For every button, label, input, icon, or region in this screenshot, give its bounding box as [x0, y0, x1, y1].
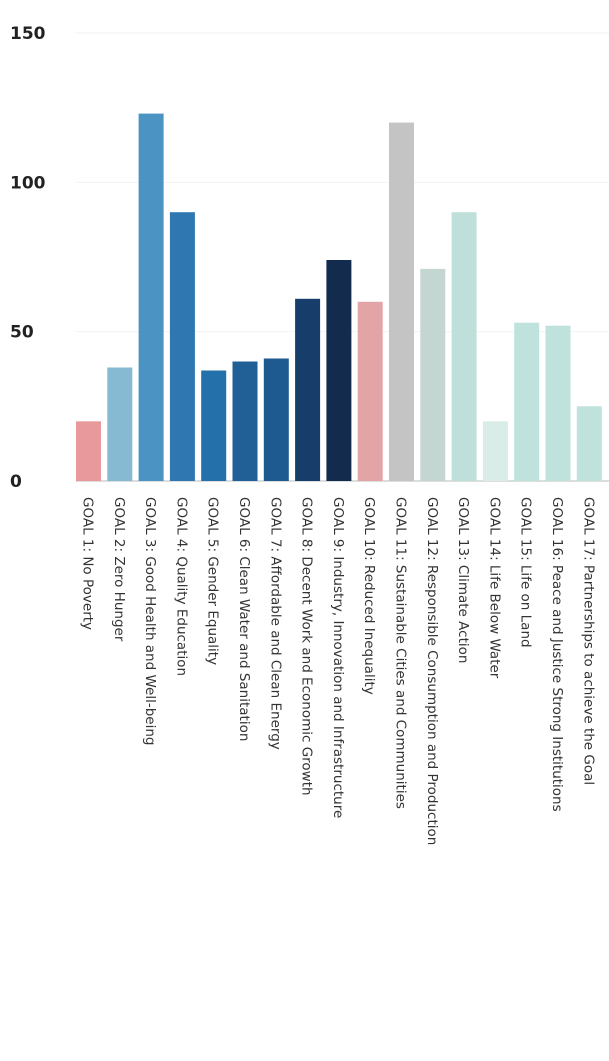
x-tick-label: GOAL 9: Industry, Innovation and Infrast…	[330, 497, 346, 818]
bar-goal-4[interactable]	[169, 212, 195, 481]
x-tick-label: GOAL 12: Responsible Consumption and Pro…	[424, 497, 440, 845]
y-tick-label: 100	[10, 173, 46, 193]
x-tick-label: GOAL 11: Sustainable Cities and Communit…	[393, 497, 409, 809]
bar-goal-13[interactable]	[451, 212, 477, 481]
x-tick-label: GOAL 1: No Poverty	[80, 497, 96, 630]
bar-goal-3[interactable]	[138, 113, 164, 481]
bar-goal-6[interactable]	[232, 361, 258, 482]
y-tick-label: 150	[10, 24, 46, 44]
bar-goal-8[interactable]	[295, 298, 321, 481]
x-tick-label: GOAL 16: Peace and Justice Strong Instit…	[549, 497, 565, 812]
x-tick-label: GOAL 6: Clean Water and Sanitation	[236, 497, 252, 741]
x-tick-label: GOAL 3: Good Health and Well-being	[142, 497, 158, 745]
x-tick-label: GOAL 15: Life on Land	[518, 497, 534, 648]
x-tick-label: GOAL 4: Quality Education	[173, 497, 189, 676]
y-axis: 0 50 100 150	[10, 24, 46, 492]
bar-goal-7[interactable]	[263, 358, 289, 482]
bar-goal-9[interactable]	[326, 260, 352, 481]
x-axis: GOAL 1: No Poverty GOAL 2: Zero Hunger GOA…	[80, 497, 597, 845]
bar-goal-15[interactable]	[514, 322, 540, 481]
x-tick-label: GOAL 10: Reduced Inequality	[361, 497, 377, 695]
bar-goal-17[interactable]	[576, 406, 602, 481]
bar-goal-12[interactable]	[420, 268, 446, 481]
x-tick-label: GOAL 7: Affordable and Clean Energy	[267, 497, 283, 750]
x-tick-label: GOAL 17: Partnerships to achieve the Goa…	[580, 497, 596, 785]
bar-layer	[76, 113, 602, 482]
x-tick-label: GOAL 14: Life Below Water	[486, 497, 502, 679]
bar-goal-11[interactable]	[389, 122, 414, 481]
y-tick-label: 50	[10, 323, 34, 343]
bar-goal-14[interactable]	[482, 421, 508, 481]
bar-goal-2[interactable]	[107, 367, 133, 482]
y-tick-label: 0	[10, 472, 22, 492]
x-tick-label: GOAL 8: Decent Work and Economic Growth	[299, 497, 315, 796]
bar-goal-10[interactable]	[357, 301, 383, 481]
x-tick-label: GOAL 5: Gender Equality	[205, 497, 221, 665]
x-tick-label: GOAL 2: Zero Hunger	[111, 497, 127, 642]
bar-goal-16[interactable]	[545, 325, 571, 481]
x-tick-label: GOAL 13: Climate Action	[455, 497, 471, 663]
bar-goal-5[interactable]	[201, 370, 227, 482]
bar-goal-1[interactable]	[76, 421, 101, 481]
